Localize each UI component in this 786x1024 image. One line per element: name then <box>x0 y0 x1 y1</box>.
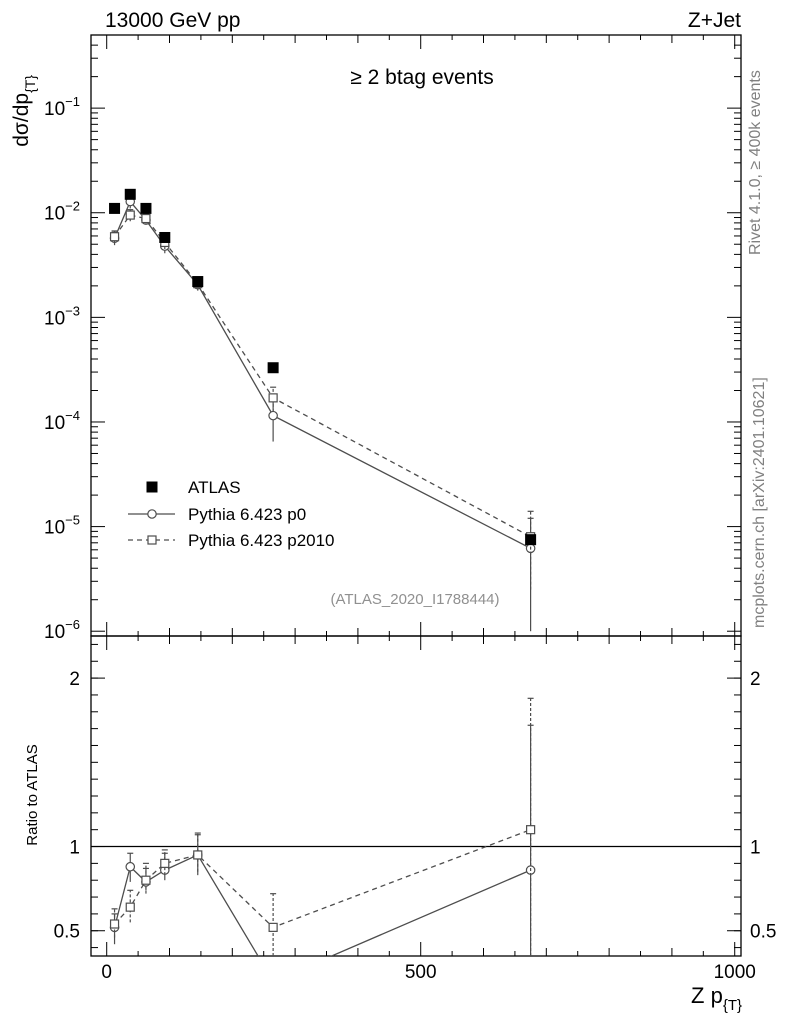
data-point <box>193 850 203 860</box>
ratio-ytick-label-right: 0.5 <box>750 922 776 943</box>
ratio-ytick-label-right: 2 <box>750 669 761 690</box>
ratio-ylabel: Ratio to ATLAS <box>24 744 41 845</box>
ratio-ytick-label: 0.5 <box>54 922 80 943</box>
data-point <box>124 188 136 200</box>
ratio-ytick-label-right: 1 <box>750 838 761 859</box>
xtick-label: 0 <box>101 962 112 983</box>
data-point <box>268 410 278 421</box>
main-ytick-label: 10−6 <box>44 617 80 643</box>
data-point <box>525 534 537 546</box>
series-line <box>114 829 531 929</box>
main-ytick-label: 10−3 <box>44 303 80 329</box>
legend-label: Pythia 6.423 p0 <box>188 505 306 524</box>
xlabel-text: Z p{T} <box>691 983 742 1014</box>
ratio-ytick-label: 1 <box>69 838 80 859</box>
legend: ATLAS Pythia 6.423 p0 Pythia 6.423 p2010 <box>128 478 335 550</box>
header-right-label: Z+Jet <box>688 9 741 32</box>
xlabel: Z p{T} <box>691 983 742 1014</box>
main-ytick-label: 10−1 <box>44 94 80 120</box>
data-point <box>141 875 151 885</box>
data-point <box>269 977 277 985</box>
legend-marker <box>147 535 157 545</box>
data-point <box>267 362 279 374</box>
main-ytick-label: 10−5 <box>44 513 80 539</box>
analysis-label: (ATLAS_2020_I1788444) <box>330 591 499 608</box>
data-point <box>268 393 278 403</box>
main-ylabel: dσ/dp{T} <box>10 75 38 147</box>
series-line <box>113 854 531 956</box>
ratio-series <box>109 697 536 985</box>
data-point <box>159 231 171 243</box>
mcplots-label: mcplots.cern.ch [arXiv:2401.10621] <box>751 377 768 628</box>
main-panel: 10−6 10−5 10−4 10−3 10−2 10−1 ≥ 2 btag events… <box>44 34 742 643</box>
ratio-ticks: 0.5 0.5 1 1 2 2 0 500 1000 <box>54 636 776 983</box>
data-point <box>192 276 204 288</box>
ratio-frame <box>90 635 742 957</box>
main-ytick-label: 10−2 <box>44 199 80 225</box>
data-point <box>526 825 536 835</box>
data-point <box>125 902 135 912</box>
data-point <box>125 861 136 872</box>
ratio-panel: 0.5 0.5 1 1 2 2 0 500 1000 <box>54 635 776 985</box>
series-line <box>113 200 531 549</box>
legend-label: ATLAS <box>188 478 241 497</box>
ratio-ytick-label: 2 <box>69 669 80 690</box>
data-point <box>160 858 170 868</box>
legend-label: Pythia 6.423 p2010 <box>188 531 335 550</box>
rivet-label: Rivet 4.1.0, ≥ 400k events <box>747 70 764 255</box>
main-ylabel-text: dσ/dp{T} <box>10 75 38 147</box>
data-point <box>109 202 121 214</box>
data-point <box>140 202 152 214</box>
data-point <box>268 922 278 932</box>
xtick-label: 500 <box>405 962 437 983</box>
data-point <box>109 919 120 929</box>
xtick-label: 1000 <box>714 962 756 983</box>
main-series <box>109 188 537 632</box>
legend-marker <box>146 481 158 493</box>
main-ytick-label: 10−4 <box>44 408 80 434</box>
main-ticks: 10−6 10−5 10−4 10−3 10−2 10−1 <box>44 34 741 643</box>
data-point <box>109 232 120 242</box>
header-left-label: 13000 GeV pp <box>105 9 240 32</box>
legend-marker <box>147 509 157 519</box>
data-point <box>141 213 151 224</box>
data-point <box>125 210 135 220</box>
plot-annotation: ≥ 2 btag events <box>350 66 493 89</box>
series-line <box>114 214 531 538</box>
